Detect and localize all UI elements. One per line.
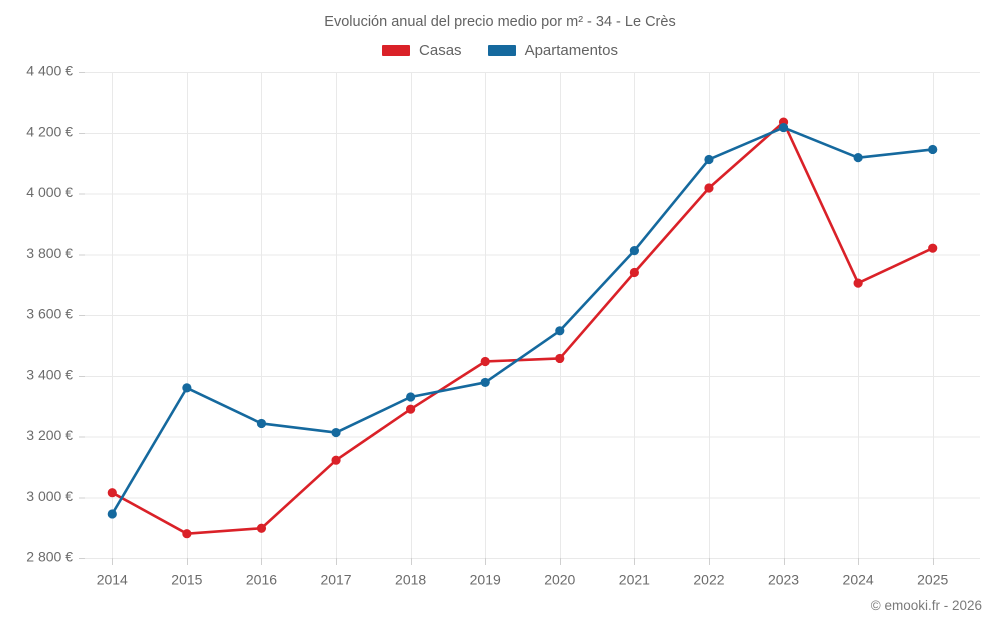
x-axis-tick-label: 2016 <box>246 571 277 587</box>
y-axis-tick-label: 3 800 € <box>26 245 73 261</box>
y-axis-tick-label: 3 000 € <box>26 488 73 504</box>
line-swatch-icon <box>487 45 516 56</box>
data-point-marker[interactable] <box>928 144 938 155</box>
data-point-marker[interactable] <box>256 523 267 533</box>
y-axis-tick-label: 4 000 € <box>26 184 73 200</box>
data-point-marker[interactable] <box>778 122 789 133</box>
series-line-casas <box>110 120 935 536</box>
x-axis-tick-label: 2020 <box>544 571 575 587</box>
data-point-marker[interactable] <box>406 404 416 414</box>
series-line-apartamentos <box>110 126 935 516</box>
x-axis-tick-label: 2018 <box>395 571 426 587</box>
copyright-credit: © emooki.fr - 2026 <box>870 598 982 613</box>
x-axis-tick-label: 2023 <box>768 571 799 587</box>
legend-item-casas[interactable]: Casas <box>382 42 462 59</box>
data-point-marker[interactable] <box>256 418 267 429</box>
data-point-marker[interactable] <box>480 377 490 388</box>
data-point-marker[interactable] <box>928 243 938 253</box>
data-point-marker[interactable] <box>629 267 639 278</box>
data-point-marker[interactable] <box>331 427 341 438</box>
y-axis-tick-label: 4 200 € <box>26 123 73 139</box>
x-axis-tick-label: 2022 <box>693 571 724 587</box>
x-axis-tick-label: 2024 <box>843 571 874 587</box>
line-swatch-icon <box>382 45 411 56</box>
x-axis-tick-label: 2014 <box>97 571 128 587</box>
data-point-marker[interactable] <box>107 509 117 519</box>
x-axis-tick-label: 2017 <box>320 571 351 587</box>
data-point-marker[interactable] <box>555 353 565 364</box>
data-point-marker[interactable] <box>107 488 117 498</box>
plot-area: 2 800 € 3 000 € 3 200 € 3 400 € 3 600 € 3 800… <box>26 63 980 587</box>
y-axis-tick-label: 2 800 € <box>26 549 73 565</box>
data-point-marker[interactable] <box>629 246 639 256</box>
x-axis-tick-label: 2015 <box>171 571 202 587</box>
data-point-marker[interactable] <box>555 326 565 336</box>
legend-item-apartamentos[interactable]: Apartamentos <box>487 42 618 59</box>
x-axis-tick-label: 2021 <box>619 571 650 587</box>
data-point-marker[interactable] <box>182 383 192 393</box>
y-axis-tick-label: 4 400 € <box>26 63 73 79</box>
chart-title: Evolución anual del precio medio por m² … <box>324 14 676 30</box>
x-axis-tick-label: 2025 <box>917 571 948 587</box>
data-point-marker[interactable] <box>853 278 863 288</box>
chart-legend: Casas Apartamentos <box>0 42 1000 59</box>
data-point-marker[interactable] <box>704 154 714 165</box>
y-axis-tick-label: 3 400 € <box>26 366 73 382</box>
legend-label-casas: Casas <box>419 42 462 59</box>
x-axis-tick-label: 2019 <box>470 571 501 587</box>
y-axis-tick-label: 3 200 € <box>26 427 73 443</box>
y-axis-tick-label: 3 600 € <box>26 306 73 322</box>
data-point-marker[interactable] <box>406 392 416 402</box>
data-point-marker[interactable] <box>853 153 863 163</box>
data-point-marker[interactable] <box>182 529 192 539</box>
data-point-marker[interactable] <box>704 183 714 193</box>
data-point-marker[interactable] <box>480 356 490 367</box>
data-point-marker[interactable] <box>331 455 341 465</box>
legend-label-apartamentos: Apartamentos <box>524 42 618 59</box>
